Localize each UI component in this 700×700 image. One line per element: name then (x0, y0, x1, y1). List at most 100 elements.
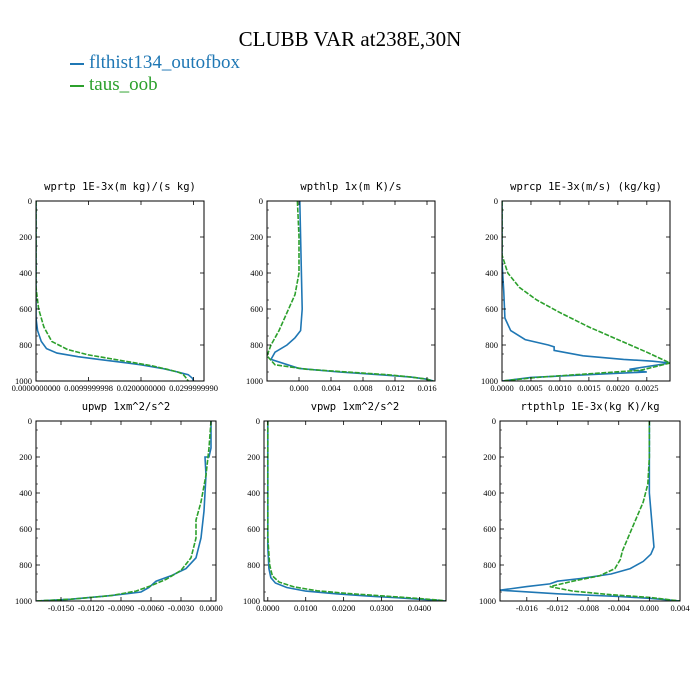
series-line-flthist134_outofbox (502, 201, 670, 381)
series-line-flthist134_outofbox (269, 201, 434, 381)
x-tick-label: 0.0010 (548, 383, 571, 393)
legend-item-taus-oob: taus_oob (70, 74, 240, 96)
x-tick-label: 0.0000 (490, 383, 513, 393)
y-tick-label: 800 (19, 340, 32, 350)
y-tick-label: 0 (256, 416, 260, 426)
y-tick-label: 600 (247, 524, 260, 534)
y-tick-label: 800 (247, 560, 260, 570)
y-tick-label: 800 (250, 340, 263, 350)
y-tick-label: 1000 (15, 376, 32, 386)
legend-swatch-flthist134 (70, 63, 84, 65)
plot-frame (35, 420, 217, 602)
series-line-taus_oob (36, 421, 212, 601)
y-tick-label: 600 (19, 304, 32, 314)
panel-title: wprtp 1E-3x(m kg)/(s kg) (44, 181, 196, 193)
x-tick-label: 0.0000 (199, 603, 222, 613)
y-tick-label: 200 (247, 452, 260, 462)
x-tick-label: -0.012 (546, 603, 568, 613)
series-line-taus_oob (266, 421, 446, 601)
chart-panel-4: upwp 1xm^2/s^2 0 200 400 600 800 1000 -0.0150 -0… (15, 401, 223, 613)
series-line-taus_oob (502, 201, 670, 381)
y-tick-label: 400 (250, 268, 263, 278)
x-tick-label: 0.000 (640, 603, 659, 613)
x-tick-label: -0.0120 (78, 603, 104, 613)
series-line-flthist134_outofbox (36, 421, 212, 601)
panel-title: vpwp 1xm^2/s^2 (311, 401, 400, 413)
x-tick-label: 0.0200000000 (117, 383, 166, 393)
x-tick-label: 0.0015 (577, 383, 600, 393)
y-tick-label: 0 (492, 416, 496, 426)
y-tick-label: 0 (494, 196, 498, 206)
x-tick-label: 0.0200 (332, 603, 355, 613)
y-tick-label: 200 (483, 452, 496, 462)
y-tick-label: 400 (485, 268, 498, 278)
panel-title: wprcp 1E-3x(m/s) (kg/kg) (510, 181, 662, 193)
x-tick-label: -0.004 (608, 603, 631, 613)
x-tick-label: 0.000 (289, 383, 308, 393)
y-tick-label: 0 (28, 196, 32, 206)
series-line-flthist134_outofbox (266, 421, 446, 601)
y-tick-label: 800 (485, 340, 498, 350)
x-tick-label: 0.004 (321, 383, 341, 393)
chart-panel-2: wpthlp 1x(m K)/s 0 200 400 600 800 1000 0.000 0.… (246, 181, 437, 393)
plot-frame (499, 420, 681, 602)
series-line-taus_oob (549, 421, 680, 601)
x-tick-label: 0.016 (417, 383, 436, 393)
y-tick-label: 0 (259, 196, 263, 206)
panel-title: rtpthlp 1E-3x(kg K)/kg (520, 401, 659, 413)
x-tick-label: 0.0000 (256, 603, 279, 613)
series-line-taus_oob (36, 201, 189, 381)
x-tick-label: -0.016 (516, 603, 538, 613)
x-tick-label: -0.0150 (48, 603, 74, 613)
legend-item-flthist134: flthist134_outofbox (70, 52, 240, 74)
x-tick-label: 0.0099999998 (64, 383, 113, 393)
panel-title: wpthlp 1x(m K)/s (300, 181, 401, 193)
y-tick-label: 0 (28, 416, 32, 426)
y-tick-label: 600 (19, 524, 32, 534)
y-tick-label: 1000 (243, 596, 260, 606)
legend: flthist134_outofbox taus_oob (70, 52, 240, 96)
x-tick-label: 0.0020 (606, 383, 629, 393)
chart-panel-1: wprtp 1E-3x(m kg)/(s kg) 0 200 400 600 800 100… (12, 181, 218, 393)
y-tick-label: 600 (250, 304, 263, 314)
legend-label-flthist134: flthist134_outofbox (89, 52, 240, 73)
y-tick-label: 400 (247, 488, 260, 498)
x-tick-label: 0.0000000000 (12, 383, 61, 393)
y-tick-label: 200 (19, 232, 32, 242)
chart-panel-6: rtpthlp 1E-3x(kg K)/kg 0 200 400 600 800 1000 -… (479, 401, 690, 613)
series-line-flthist134_outofbox (500, 421, 680, 601)
series-line-taus_oob (267, 201, 434, 381)
y-tick-label: 200 (485, 232, 498, 242)
y-tick-label: 400 (19, 268, 32, 278)
y-tick-label: 1000 (15, 596, 32, 606)
plot-frame (35, 200, 205, 382)
chart-panel-3: wprcp 1E-3x(m/s) (kg/kg) 0 200 400 600 800 100… (481, 181, 671, 393)
x-tick-label: 0.0005 (519, 383, 542, 393)
x-tick-label: 0.008 (353, 383, 372, 393)
y-tick-label: 200 (19, 452, 32, 462)
legend-swatch-taus-oob (70, 85, 84, 87)
y-tick-label: 400 (483, 488, 496, 498)
y-tick-label: 800 (19, 560, 32, 570)
figure-title: CLUBB VAR at238E,30N (238, 27, 462, 51)
plot-frame (263, 420, 447, 602)
x-tick-label: -0.0090 (108, 603, 134, 613)
y-tick-label: 200 (250, 232, 263, 242)
plot-frame (266, 200, 436, 382)
y-tick-label: 400 (19, 488, 32, 498)
x-tick-label: 0.004 (670, 603, 690, 613)
plot-frame (501, 200, 671, 382)
series-line-flthist134_outofbox (36, 201, 195, 381)
y-tick-label: 1000 (246, 376, 263, 386)
x-tick-label: -0.008 (577, 603, 599, 613)
x-tick-label: 0.0025 (635, 383, 658, 393)
y-tick-label: 1000 (481, 376, 498, 386)
y-tick-label: 600 (483, 524, 496, 534)
y-tick-label: 600 (485, 304, 498, 314)
x-tick-label: -0.0030 (168, 603, 194, 613)
x-tick-label: 0.0100 (294, 603, 317, 613)
panel-title: upwp 1xm^2/s^2 (82, 401, 171, 413)
x-tick-label: 0.0299999990 (169, 383, 218, 393)
